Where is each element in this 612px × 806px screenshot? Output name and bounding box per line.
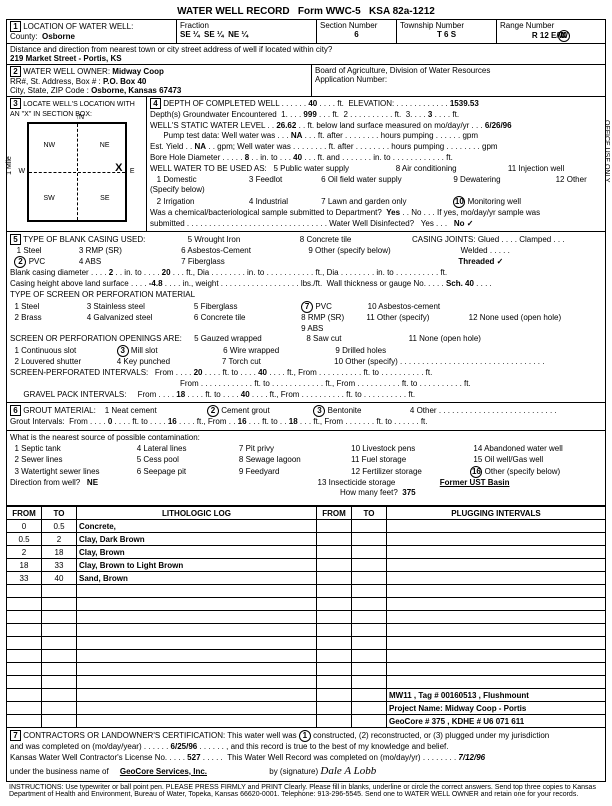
sec-2: 2 xyxy=(10,66,21,77)
form-no: Form WWC-5 xyxy=(298,6,361,17)
use-circ: 10 xyxy=(453,196,465,208)
litholog-table: FROM TO LITHOLOGIC LOG FROM TO PLUGGING … xyxy=(6,506,606,728)
county: Osborne xyxy=(42,32,75,41)
sec-3: 3 xyxy=(10,98,21,109)
address: 219 Market Street - Portis, KS xyxy=(10,54,122,63)
sec-4: 4 xyxy=(150,98,161,109)
section-box: NW NE SW SE X ↑N W E xyxy=(27,122,127,222)
ksa: KSA 82a-1212 xyxy=(369,6,435,17)
sec-1: 1 xyxy=(10,21,21,32)
sec-7: 7 xyxy=(10,730,21,741)
instructions: INSTRUCTIONS: Use typewriter or ball poi… xyxy=(6,782,606,800)
sec-5: 5 xyxy=(10,234,21,245)
title: WATER WELL RECORD xyxy=(177,6,289,17)
sec-6: 6 xyxy=(10,405,21,416)
